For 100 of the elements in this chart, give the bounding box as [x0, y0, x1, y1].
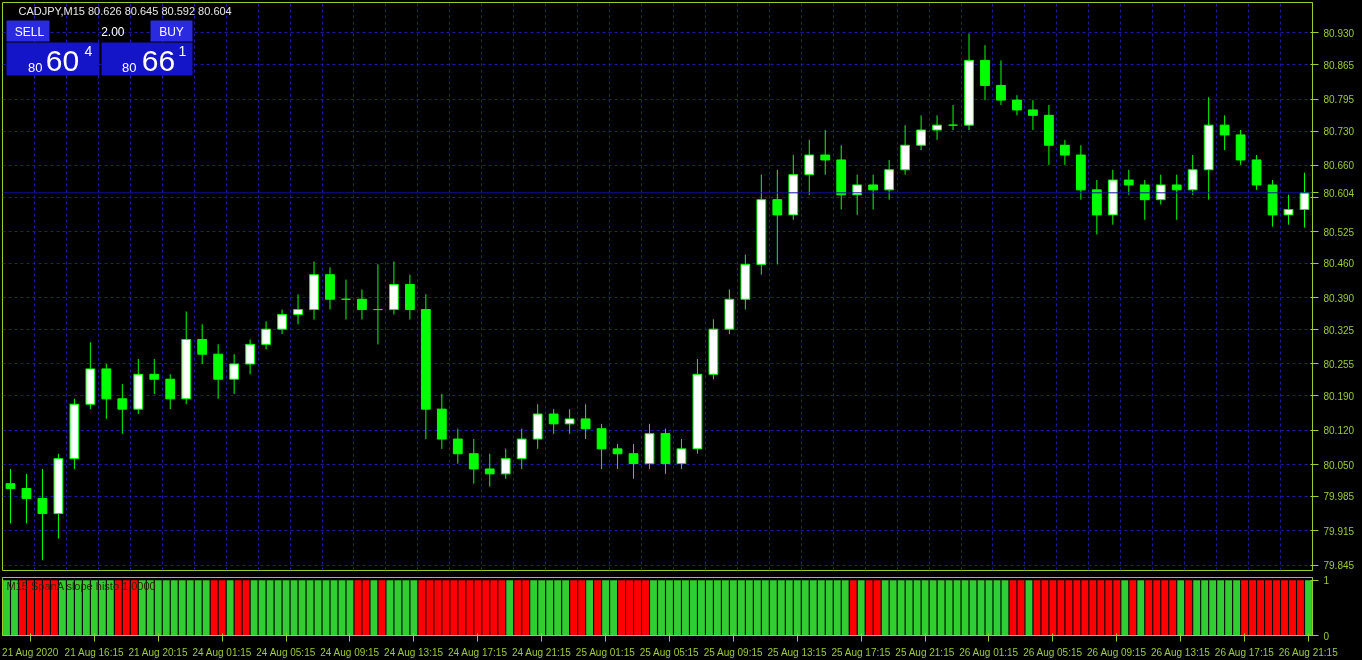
candlestick: [1107, 169, 1118, 226]
candlestick: [293, 293, 303, 325]
candlestick: [197, 323, 208, 365]
x-tick-label: 25 Aug 17:15: [831, 646, 891, 658]
candlestick: [884, 159, 895, 201]
candlestick: [580, 403, 591, 440]
x-tick-label: 26 Aug 09:15: [1087, 646, 1147, 658]
candlestick: [868, 174, 879, 210]
x-tick-label: 24 Aug 05:15: [256, 646, 316, 658]
candlestick: [5, 468, 16, 524]
annotation: 4: [84, 42, 93, 59]
candlestick: [69, 398, 80, 470]
candlestick: [564, 408, 575, 435]
candlestick: [245, 338, 256, 375]
x-tick-label: 25 Aug 13:15: [767, 646, 827, 658]
y-tick-label: 80.525: [1323, 226, 1355, 238]
candlestick: [980, 44, 990, 101]
annotation: 1: [178, 42, 187, 59]
candlestick: [484, 453, 495, 488]
y-tick-label: 80.190: [1323, 390, 1355, 402]
x-tick-label: 24 Aug 09:15: [320, 646, 380, 658]
candlestick: [1028, 99, 1038, 131]
y-tick-label: 80.325: [1323, 324, 1355, 336]
x-tick-label: 25 Aug 01:15: [575, 646, 636, 658]
x-tick-label: 21 Aug 20:15: [128, 646, 188, 658]
candlestick: [1203, 96, 1214, 201]
y-tick-label: 80.865: [1323, 59, 1355, 71]
x-tick-label: 24 Aug 01:15: [192, 646, 252, 658]
candlestick: [676, 438, 687, 470]
y-tick-label: 80.050: [1323, 459, 1355, 471]
x-tick-label: 26 Aug 17:15: [1214, 646, 1275, 658]
y-tick-label: 79.915: [1323, 525, 1355, 537]
annotation: 60: [45, 43, 80, 77]
y-tick-label: 80.390: [1323, 292, 1355, 304]
candlestick: [820, 129, 831, 176]
y-tick-label: 80.660: [1323, 160, 1355, 172]
candlestick: [389, 260, 399, 315]
x-tick-label: 24 Aug 17:15: [448, 646, 508, 658]
ref-line-label: 80.604: [1323, 187, 1355, 199]
candlestick: [1044, 104, 1054, 166]
y-tick-label: 80.730: [1323, 126, 1355, 138]
candlestick: [468, 438, 479, 485]
x-tick-label: 26 Aug 13:15: [1150, 646, 1211, 658]
candlestick: [117, 383, 128, 435]
candlestick: [261, 320, 271, 350]
candlestick: [628, 443, 639, 480]
candlestick: [1155, 174, 1166, 206]
candlestick: [1171, 174, 1182, 221]
candlestick: [420, 293, 431, 440]
candlestick: [37, 468, 48, 561]
candlestick: [325, 266, 335, 311]
y-tick-label: 79.845: [1323, 560, 1355, 572]
y-tick-label: 80.460: [1323, 258, 1355, 270]
candlestick: [165, 373, 176, 410]
candlestick: [452, 428, 463, 465]
x-tick-label: 26 Aug 21:15: [1278, 646, 1339, 658]
candlestick: [309, 260, 319, 320]
candlestick: [404, 274, 415, 320]
annotation: 80: [122, 60, 137, 75]
annotation: BUY: [159, 24, 184, 39]
candlestick: [1283, 194, 1294, 226]
candlestick: [181, 311, 192, 405]
y-tick-label: 80.255: [1323, 359, 1355, 370]
candlestick: [900, 124, 911, 176]
candlestick: [996, 59, 1006, 106]
candlestick: [213, 343, 224, 400]
candlestick: [277, 309, 287, 335]
y-tick-label: 79.985: [1323, 491, 1355, 503]
candlestick: [852, 174, 863, 216]
candlestick: [1299, 172, 1310, 229]
candlestick: [357, 288, 367, 320]
candlestick: [532, 403, 543, 450]
x-tick-label: 26 Aug 05:15: [1023, 646, 1083, 658]
chart-title: CADJPY,M15 80.626 80.645 80.592 80.604: [18, 4, 232, 17]
candlestick: [836, 144, 847, 210]
candlestick: [1219, 114, 1230, 151]
candlestick: [436, 393, 447, 450]
y-tick-label: 80.795: [1323, 94, 1355, 106]
candlestick: [916, 114, 926, 151]
candlestick: [1012, 94, 1022, 116]
candlestick: [932, 114, 942, 141]
candlestick: [1091, 179, 1102, 236]
candlestick: [516, 428, 527, 470]
candlestick: [740, 254, 751, 311]
y-tick-label: 80.120: [1323, 425, 1355, 437]
annotation: SELL: [14, 24, 45, 39]
x-tick-label: 25 Aug 21:15: [895, 646, 955, 658]
candlestick: [644, 423, 655, 470]
x-tick-label: 24 Aug 13:15: [384, 646, 444, 658]
candlestick: [756, 174, 767, 276]
candlestick: [149, 358, 160, 395]
candlestick: [229, 353, 240, 395]
candlestick: [21, 473, 32, 524]
candlestick: [964, 32, 974, 131]
x-tick-label: 25 Aug 09:15: [703, 646, 764, 658]
candlestick: [1075, 144, 1086, 201]
candlestick: [1059, 139, 1070, 166]
candlestick: [804, 139, 815, 196]
candlestick: [772, 169, 783, 265]
x-tick-label: 21 Aug 2020: [2, 646, 59, 658]
